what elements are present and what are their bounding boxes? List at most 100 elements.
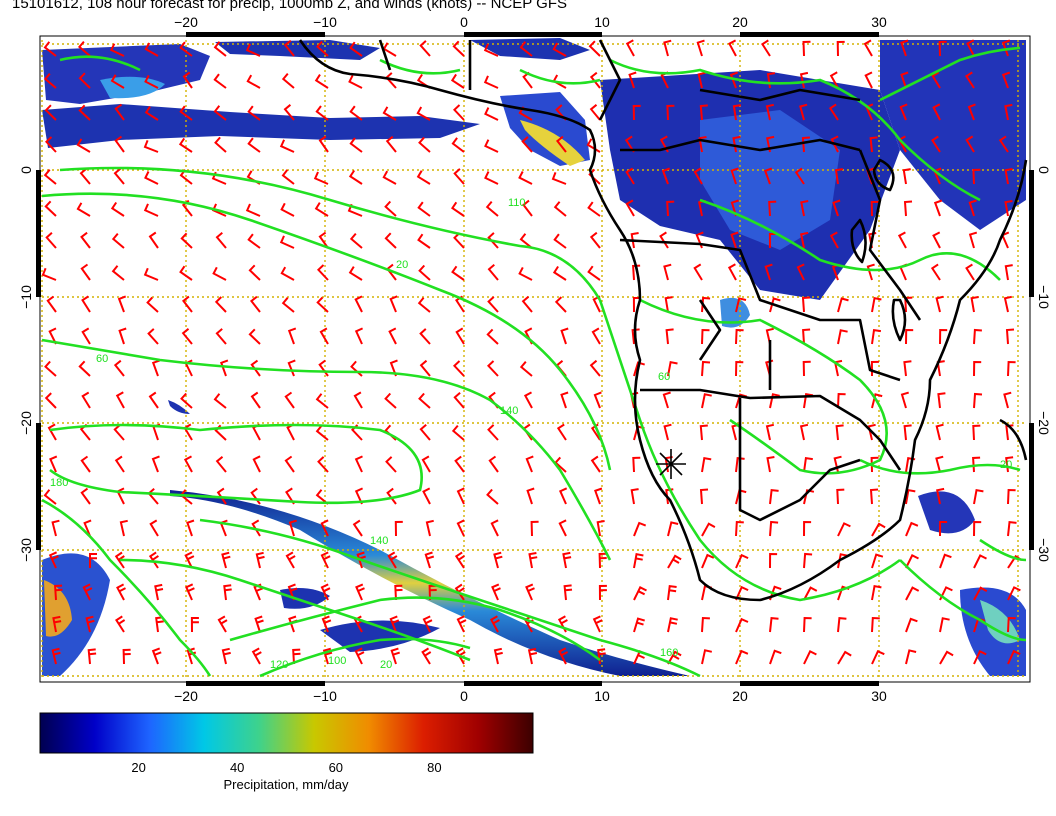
wind-barb: [113, 167, 125, 185]
wind-barb: [348, 266, 363, 281]
wind-barb: [148, 391, 159, 409]
wind-barb: [803, 489, 815, 505]
wind-barb: [49, 455, 58, 473]
wind-barb: [52, 615, 62, 633]
wind-barb: [451, 201, 465, 217]
wind-barb: [900, 391, 909, 409]
contour-label: 140: [500, 405, 518, 417]
wind-barb: [386, 487, 397, 505]
wind-barb: [484, 107, 499, 121]
wind-barb: [769, 297, 781, 313]
wind-barb: [526, 487, 535, 505]
wind-barb: [184, 551, 195, 569]
wind-barb: [837, 650, 852, 665]
contour-line: [979, 538, 1027, 562]
wind-barb: [317, 456, 329, 473]
precip-area: [42, 44, 210, 104]
wind-barb: [452, 104, 465, 121]
precip-area: [168, 400, 190, 414]
wind-barb: [418, 136, 431, 153]
wind-barb: [110, 74, 125, 89]
colorbar-tick-label: 20: [131, 760, 145, 775]
wind-barb: [735, 520, 744, 537]
wind-barb: [385, 456, 397, 473]
wind-barb: [633, 521, 647, 537]
wind-barb: [285, 551, 296, 569]
wind-barb: [114, 455, 125, 473]
wind-barb: [871, 297, 882, 313]
wind-barb: [280, 266, 295, 281]
wind-barb: [735, 456, 745, 473]
wind-barb: [800, 200, 809, 217]
wind-barb: [698, 136, 707, 153]
lon-tick-top: 10: [594, 14, 610, 30]
wind-barb: [213, 105, 227, 121]
wind-barb: [521, 136, 533, 153]
wind-barb: [80, 263, 91, 281]
wind-barb: [281, 297, 295, 313]
lon-tick-bottom: 20: [732, 688, 748, 704]
wind-barb: [699, 424, 708, 441]
wind-barb: [44, 136, 57, 153]
contour-line: [859, 458, 1021, 475]
wind-barb: [186, 519, 195, 537]
wind-barb: [417, 233, 431, 249]
wind-barb: [801, 296, 811, 313]
wind-barb: [46, 295, 57, 313]
wind-barb: [589, 104, 601, 121]
wind-barb: [593, 391, 602, 409]
wind-barb: [83, 519, 92, 537]
wind-barb: [965, 71, 975, 89]
wind-barb: [871, 553, 884, 569]
contour-label: 120: [270, 659, 288, 671]
wind-barb: [696, 39, 705, 57]
wind-barb: [663, 423, 672, 441]
contour-line: [259, 637, 471, 678]
wind-barb: [456, 487, 465, 505]
wind-barb: [490, 519, 499, 537]
wind-barb: [701, 616, 710, 633]
wind-barb: [1005, 328, 1015, 345]
wind-barb: [589, 71, 601, 89]
wind-barb: [633, 553, 644, 569]
wind-barb: [451, 424, 465, 441]
wind-barb: [897, 231, 907, 249]
wind-barb: [769, 393, 780, 409]
wind-barb: [288, 519, 297, 537]
wind-barb: [802, 328, 811, 345]
wind-barb: [869, 136, 878, 153]
wind-barb: [519, 41, 533, 57]
lake: [872, 158, 895, 192]
wind-barb: [76, 138, 91, 153]
wind-barb: [54, 584, 63, 601]
wind-barb: [419, 424, 431, 441]
wind-barb: [281, 72, 295, 89]
wind-barb: [450, 73, 465, 89]
wind-barb: [223, 584, 232, 601]
contour-label: 60: [96, 353, 108, 365]
wind-barb: [802, 360, 811, 377]
wind-barb: [1004, 200, 1013, 217]
wind-barb: [118, 327, 127, 345]
wind-barb: [867, 423, 876, 441]
wind-barb: [418, 392, 431, 409]
lon-tick-top: −10: [313, 14, 337, 30]
wind-barb: [249, 295, 261, 313]
wind-barb: [972, 456, 981, 473]
contour-line: [199, 518, 701, 678]
wind-barb: [735, 360, 744, 377]
wind-barb: [667, 617, 678, 633]
wind-barb: [905, 554, 919, 569]
wind-barb: [864, 71, 873, 89]
wind-barb: [79, 168, 91, 185]
wind-barb: [1007, 586, 1021, 601]
colorbar-tick-label: 60: [329, 760, 343, 775]
wind-barb: [939, 617, 950, 633]
wind-barb: [871, 616, 880, 633]
wind-barb: [594, 487, 603, 505]
wind-barb: [903, 360, 912, 377]
wind-barb: [212, 266, 227, 281]
wind-barb: [251, 647, 262, 665]
precip-area: [42, 553, 110, 676]
wind-barb: [837, 297, 849, 313]
